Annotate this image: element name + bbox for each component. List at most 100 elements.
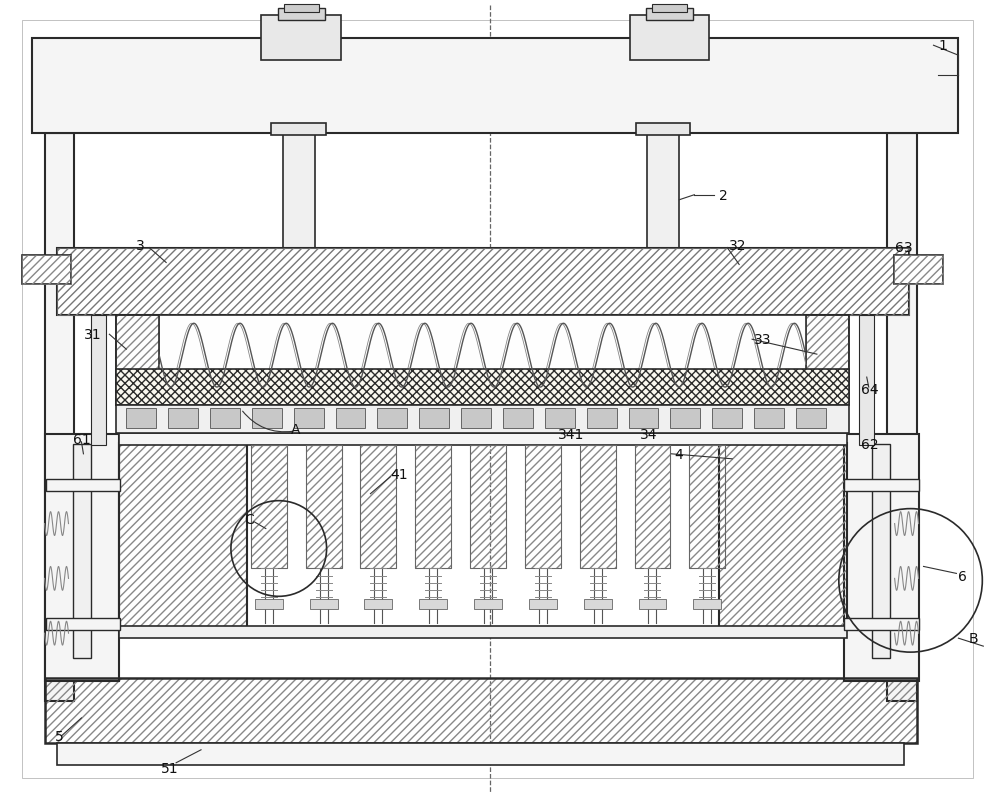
Text: 2: 2 (719, 189, 728, 202)
Bar (872, 444, 890, 658)
Bar (45, 679, 917, 743)
Text: C: C (244, 512, 254, 526)
Bar (529, 600, 557, 609)
Bar (754, 409, 784, 428)
Bar (57, 248, 909, 316)
Text: 5: 5 (55, 729, 63, 743)
Bar (284, 6, 319, 14)
Text: 61: 61 (73, 432, 91, 446)
Bar (693, 600, 721, 609)
Bar (119, 443, 247, 627)
Text: A: A (291, 422, 300, 436)
Bar (116, 316, 849, 406)
Text: 31: 31 (83, 328, 101, 342)
Bar (894, 255, 943, 285)
Text: 64: 64 (861, 382, 878, 397)
Bar (119, 434, 847, 446)
Text: 341: 341 (558, 427, 584, 442)
Bar (646, 10, 693, 22)
Bar (470, 446, 506, 569)
Bar (283, 134, 315, 248)
Bar (419, 600, 447, 609)
Bar (719, 443, 847, 627)
Bar (45, 434, 119, 681)
Bar (360, 446, 396, 569)
Text: 33: 33 (754, 332, 772, 347)
Bar (419, 409, 449, 428)
Bar (336, 409, 365, 428)
Bar (22, 255, 71, 285)
Bar (116, 316, 159, 406)
Bar (116, 316, 159, 406)
Bar (119, 626, 847, 638)
Bar (46, 479, 120, 491)
Bar (116, 406, 849, 434)
Bar (636, 124, 690, 136)
Bar (584, 600, 612, 609)
Bar (306, 446, 342, 569)
Bar (712, 409, 742, 428)
Bar (294, 409, 324, 428)
Bar (251, 446, 287, 569)
Bar (360, 446, 396, 569)
Bar (57, 743, 904, 764)
Bar (859, 316, 874, 446)
Bar (894, 255, 943, 285)
Text: 3: 3 (136, 238, 145, 252)
Text: 41: 41 (390, 467, 408, 481)
Text: 34: 34 (640, 427, 657, 442)
Bar (278, 10, 325, 22)
Bar (670, 409, 700, 428)
Bar (22, 255, 71, 285)
Bar (45, 134, 74, 701)
Bar (647, 134, 679, 248)
Bar (629, 409, 658, 428)
Bar (689, 446, 725, 569)
Bar (32, 39, 958, 134)
Bar (652, 6, 687, 14)
Bar (580, 446, 616, 569)
Bar (844, 618, 919, 630)
Bar (271, 124, 326, 136)
Bar (844, 479, 919, 491)
Bar (461, 409, 491, 428)
Bar (474, 600, 502, 609)
Bar (119, 443, 247, 627)
Text: 32: 32 (729, 238, 747, 252)
Text: 6: 6 (958, 569, 967, 584)
Bar (364, 600, 392, 609)
Bar (806, 316, 849, 406)
Text: 1: 1 (938, 39, 947, 53)
Bar (261, 16, 341, 61)
Bar (306, 446, 342, 569)
Bar (503, 409, 533, 428)
Bar (796, 409, 826, 428)
Bar (310, 600, 338, 609)
Bar (639, 600, 666, 609)
Bar (73, 444, 91, 658)
Bar (545, 409, 575, 428)
Bar (587, 409, 617, 428)
Bar (580, 446, 616, 569)
Bar (719, 443, 847, 627)
Text: 51: 51 (161, 760, 179, 775)
Bar (635, 446, 670, 569)
Text: 4: 4 (674, 447, 683, 461)
Text: 62: 62 (861, 438, 878, 451)
Bar (887, 134, 917, 701)
Bar (415, 446, 451, 569)
Bar (844, 434, 919, 681)
Bar (210, 409, 240, 428)
Bar (116, 369, 849, 406)
Bar (415, 446, 451, 569)
Bar (46, 618, 120, 630)
Text: 63: 63 (895, 240, 912, 255)
Bar (635, 446, 670, 569)
Text: B: B (968, 631, 978, 646)
Bar (525, 446, 561, 569)
Bar (255, 600, 283, 609)
Bar (689, 446, 725, 569)
Bar (806, 316, 849, 406)
Bar (57, 248, 909, 316)
Bar (251, 446, 287, 569)
